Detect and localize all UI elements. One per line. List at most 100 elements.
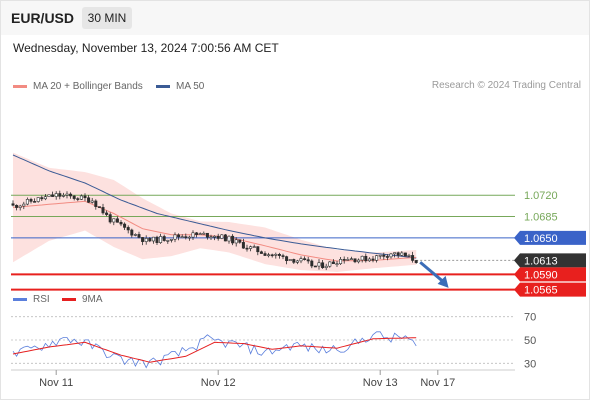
rsi-9ma-line [12,337,417,363]
bollinger-band [13,152,417,272]
candle-body [400,252,404,256]
candle-body [15,204,19,208]
candle-body [25,199,29,205]
candle-body [36,197,40,202]
forecast-arrow-shaft [419,261,446,284]
candle-body [58,193,62,197]
candle-body [159,236,163,243]
candle-body [216,235,220,239]
candle-body [195,232,199,235]
candle-body [47,194,51,198]
candle-body [101,207,105,214]
candle-body [108,214,112,223]
candle-body [130,229,134,236]
price-label-last: 1.0613 [524,255,558,267]
candle-body [245,247,249,250]
candle-body [256,246,260,253]
candle-body [371,258,375,261]
candle-body [144,238,148,242]
candle-body [223,234,227,242]
candle-body [238,239,242,243]
price-tag-pivot [514,230,586,245]
legend-swatch [62,298,76,301]
candle-body [177,234,181,238]
candle-body [105,212,109,215]
candle-body [321,262,325,268]
legend-swatch [13,298,27,301]
legend-9ma: 9MA [62,294,103,305]
legend-ma20: MA 20 + Bollinger Bands [13,81,143,92]
candle-body [173,234,177,240]
pair-title: EUR/USD [11,10,75,26]
candle-body [61,195,65,197]
candle-body [205,232,209,238]
candle-body [342,259,346,261]
candle-body [252,246,256,248]
candle-body [33,201,37,203]
x-tick-label: Nov 13 [363,377,398,389]
candle-body [54,193,58,197]
candle-body [331,261,335,265]
legend-label: RSI [33,294,50,305]
candle-body [40,197,44,200]
candle-body [259,251,263,254]
candle-body [288,259,292,262]
rsi-tick-label: 50 [524,335,536,347]
candle-body [11,203,15,206]
timeframe-button[interactable]: 30 MIN [82,7,132,29]
candle-body [295,260,299,263]
rsi-tick-label: 30 [524,358,536,370]
candle-body [29,199,33,202]
candle-body [123,223,127,228]
candle-body [389,253,393,258]
candle-body [65,193,69,196]
candle-body [277,253,281,256]
candle-body [76,198,80,200]
legend-label: 9MA [82,294,103,305]
candle-body [69,193,73,197]
candle-body [285,256,289,262]
price-tag-last [514,253,586,268]
candle-body [317,262,321,267]
candle-body [349,258,353,261]
candle-body [220,234,224,239]
candle-body [166,240,170,242]
candle-body [184,236,188,238]
price-label-support: 1.0565 [524,285,558,297]
legend-swatch [156,85,170,88]
forecast-arrow-head [437,275,449,288]
candle-body [407,255,411,257]
candle-body [335,263,339,266]
candle-body [328,261,332,267]
rsi-line [12,331,417,369]
candle-body [119,222,123,225]
candle-body [87,197,91,203]
candle-body [267,254,271,257]
price-tag-support [514,282,586,297]
candle-body [141,237,145,242]
candle-body [213,235,217,238]
candle-body [137,234,141,238]
candle-body [346,259,350,261]
candle-body [202,232,206,235]
price-tag-support [514,267,586,282]
candle-body [133,234,137,236]
candle-body [375,255,379,261]
x-tick-label: Nov 12 [201,377,236,389]
candle-body [303,258,307,261]
candle-body [313,265,317,268]
price-label-pivot: 1.0650 [524,233,558,245]
candle-body [292,259,296,263]
candle-body [148,238,152,242]
candle-body [306,259,310,262]
candle-body [112,218,116,223]
legend-ma50: MA 50 [156,81,204,92]
candle-body [180,236,184,238]
candle-body [339,259,343,265]
candle-body [360,255,364,261]
credit-text: Research © 2024 Trading Central [431,80,581,91]
candle-body [385,256,389,258]
candle-body [310,260,314,267]
candle-body [187,236,191,239]
